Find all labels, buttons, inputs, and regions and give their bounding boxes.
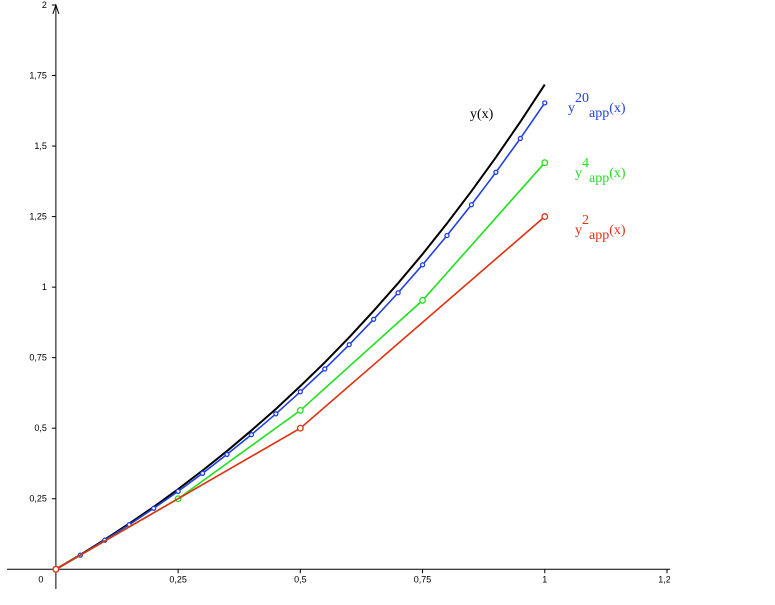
label-part: app — [589, 171, 609, 186]
x-tick-label: 0,75 — [414, 574, 432, 584]
point — [199, 470, 206, 476]
x-tick-label: 0 — [38, 574, 43, 584]
point — [151, 505, 157, 511]
series-line — [55, 102, 546, 570]
y-tick-label: 2 — [42, 0, 47, 10]
point — [297, 389, 303, 395]
point — [296, 424, 304, 432]
y-tick-label: 1,25 — [29, 212, 47, 222]
label-part: 4 — [582, 156, 589, 171]
series-label: y4app(x) — [575, 156, 626, 186]
point — [517, 135, 523, 142]
label-part: app — [589, 228, 609, 243]
label-part: app — [589, 106, 609, 121]
point — [395, 290, 401, 296]
point — [444, 232, 450, 239]
point — [224, 451, 230, 458]
label-part: y(x) — [470, 107, 494, 122]
label-part: y — [575, 166, 582, 181]
point — [346, 342, 352, 348]
series-label: y20app(x) — [568, 91, 626, 121]
point — [468, 202, 475, 208]
point — [371, 316, 377, 322]
label-part: 2 — [582, 213, 589, 228]
label-part: y — [568, 101, 575, 116]
point — [493, 169, 499, 175]
point — [419, 262, 426, 268]
y-tick-label: 0,75 — [29, 353, 47, 363]
point — [52, 565, 60, 573]
y-tick-label: 1,75 — [29, 71, 47, 81]
point — [541, 159, 549, 167]
series-label: y(x) — [470, 107, 494, 122]
y-axis-arrow — [52, 3, 60, 15]
axes: 0 0,25 0,5 0,75 1 1,25 0,25 0,5 0,75 1 1,25 1,5 1,75… — [7, 0, 676, 589]
series-line — [55, 162, 546, 570]
plot: y(x) y20app(x)y4app(x)y2app(x) — [52, 84, 626, 573]
point — [248, 432, 255, 438]
label-part: (x) — [609, 223, 626, 238]
label-part: y — [575, 223, 582, 238]
x-tick-label: 0,25 — [169, 574, 187, 584]
point — [542, 100, 548, 106]
x-tick-label: 1,25 — [658, 574, 676, 584]
point — [175, 488, 181, 495]
y-tick-label: 0,25 — [29, 494, 47, 504]
y-tick-label: 1 — [42, 282, 47, 292]
label-part: 20 — [575, 91, 589, 106]
label-part: (x) — [609, 166, 626, 181]
point — [296, 406, 304, 414]
point — [419, 296, 427, 304]
label-part: (x) — [609, 101, 626, 116]
point — [322, 366, 328, 372]
x-tick-label: 0,5 — [294, 574, 307, 584]
x-tick-label: 1 — [542, 574, 547, 584]
y-tick-label: 1,5 — [34, 141, 47, 151]
series-label: y2app(x) — [575, 213, 626, 243]
series-line — [55, 84, 546, 571]
point — [273, 411, 279, 417]
y-tick-label: 0,5 — [34, 423, 47, 433]
point — [541, 213, 549, 221]
